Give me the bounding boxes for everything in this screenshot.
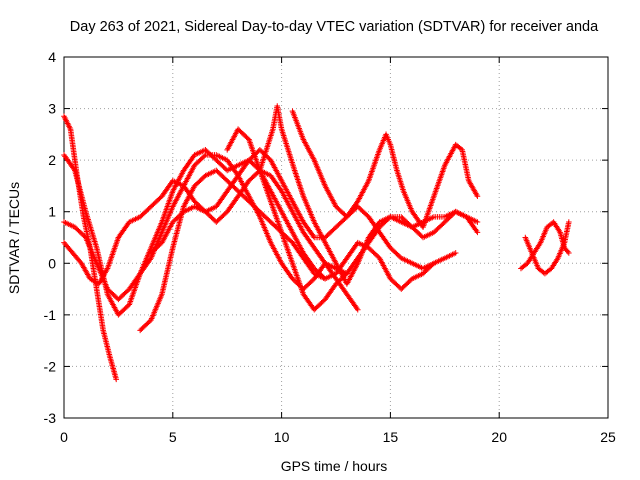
x-tick-label: 10 — [274, 429, 290, 445]
data-points-track-4 — [61, 167, 361, 313]
series-track-9 — [224, 126, 481, 313]
x-tick-label: 20 — [491, 429, 507, 445]
x-tick-label: 15 — [383, 429, 399, 445]
y-tick-label: -1 — [44, 307, 57, 323]
y-tick-label: -3 — [44, 410, 57, 426]
y-axis-label: SDTVAR / TECUs — [6, 182, 22, 294]
plot-border — [63, 56, 609, 419]
y-tick-label: 1 — [48, 204, 56, 220]
x-tick-label: 25 — [600, 429, 616, 445]
y-tick-label: -2 — [44, 358, 57, 374]
x-tick-label: 5 — [169, 429, 177, 445]
data-points-track-2 — [61, 147, 328, 318]
axes — [63, 56, 609, 419]
series-track-11 — [522, 219, 572, 277]
tick-labels: 0 5 10 15 20 25 -3 -2 -1 0 1 2 3 4 — [44, 49, 616, 445]
y-tick-label: 2 — [48, 152, 56, 168]
y-tick-label: 3 — [48, 101, 56, 117]
series-track-2 — [61, 147, 328, 318]
data-series — [61, 103, 572, 383]
y-tick-label: 4 — [48, 49, 56, 65]
chart-title: Day 263 of 2021, Sidereal Day-to-day VTE… — [70, 19, 599, 35]
y-tick-label: 0 — [48, 255, 56, 271]
x-axis-label: GPS time / hours — [281, 458, 388, 474]
x-tick-label: 0 — [60, 429, 68, 445]
data-points-track-9 — [224, 126, 481, 313]
series-track-8 — [289, 108, 481, 230]
series-track-4 — [61, 167, 361, 313]
data-points-track-11 — [522, 219, 572, 277]
data-points-track-8 — [289, 108, 481, 230]
